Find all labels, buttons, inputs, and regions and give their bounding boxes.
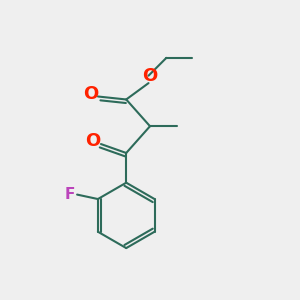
Text: O: O (142, 67, 158, 85)
Text: O: O (83, 85, 98, 103)
Text: F: F (64, 187, 75, 202)
Text: O: O (85, 132, 100, 150)
